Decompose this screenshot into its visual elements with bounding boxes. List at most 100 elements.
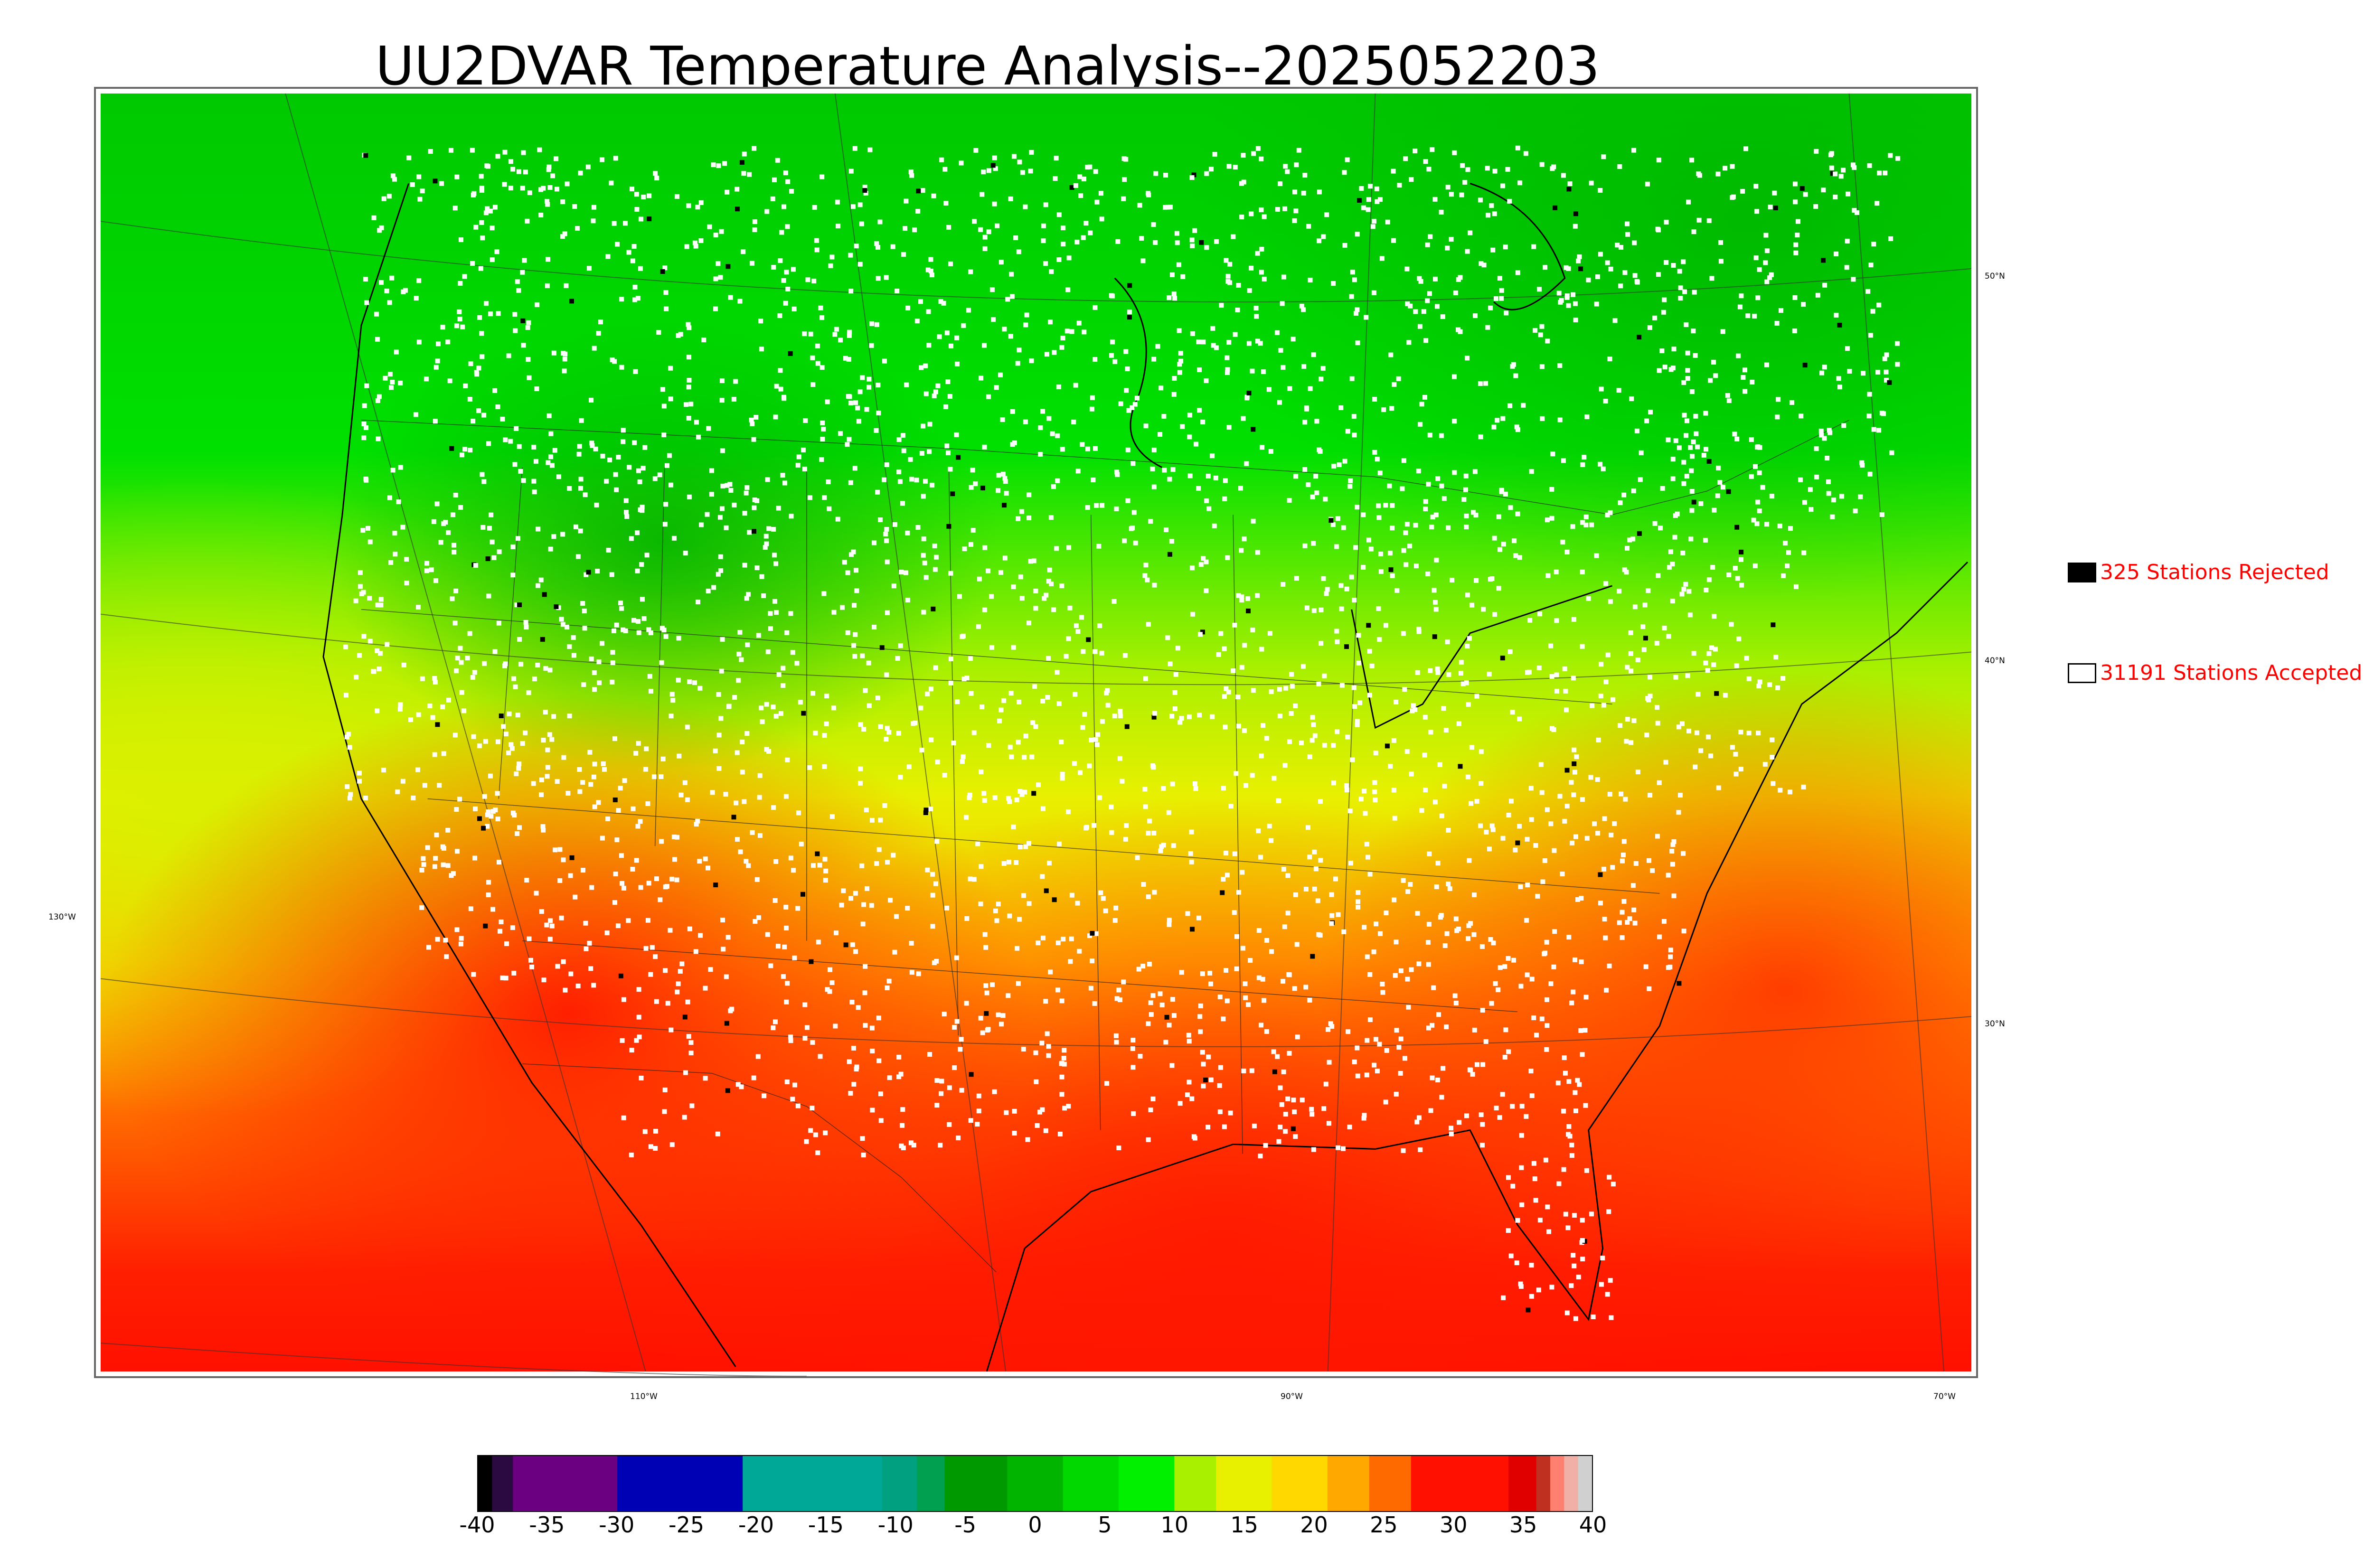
station-accepted (1479, 944, 1485, 949)
station-accepted (508, 186, 513, 191)
station-accepted (1423, 507, 1428, 511)
station-accepted (667, 453, 672, 458)
station-rejected (1578, 266, 1583, 272)
station-accepted (547, 732, 552, 737)
station-accepted (975, 1122, 980, 1127)
station-accepted (1302, 173, 1308, 178)
station-accepted (686, 203, 691, 208)
colorbar-segment (617, 1456, 743, 1511)
station-accepted (1555, 1080, 1561, 1086)
station-accepted (1016, 740, 1021, 745)
station-accepted (1629, 668, 1634, 674)
station-accepted (1720, 329, 1725, 334)
station-accepted (762, 1093, 767, 1099)
temperature-map[interactable]: 50°N 40°N 30°N 130°W 110°W 90°W 70°W (48, 87, 2005, 1401)
station-accepted (968, 656, 973, 661)
station-accepted (1217, 994, 1223, 999)
station-accepted (1017, 347, 1022, 353)
station-accepted (1459, 670, 1463, 676)
station-accepted (813, 731, 818, 736)
station-accepted (719, 668, 724, 674)
station-accepted (929, 737, 934, 742)
station-accepted (1246, 1002, 1251, 1007)
station-accepted (775, 944, 781, 949)
station-accepted (1488, 305, 1493, 310)
station-accepted (852, 603, 857, 608)
station-accepted (361, 634, 367, 639)
station-accepted (357, 653, 362, 658)
station-accepted (727, 482, 733, 487)
station-accepted (501, 724, 506, 729)
station-accepted (995, 488, 1000, 493)
station-accepted (1666, 965, 1671, 970)
station-accepted (645, 918, 650, 923)
station-accepted (1355, 1073, 1360, 1079)
station-rejected (618, 973, 623, 978)
station-accepted (744, 731, 750, 736)
station-accepted (1586, 277, 1591, 282)
station-accepted (459, 936, 464, 941)
station-accepted (1464, 680, 1469, 685)
station-accepted (932, 960, 937, 966)
station-accepted (1027, 492, 1032, 498)
station-accepted (585, 164, 591, 169)
station-accepted (1519, 1202, 1525, 1207)
station-accepted (644, 746, 649, 751)
station-accepted (557, 878, 563, 883)
station-accepted (1326, 1121, 1331, 1126)
station-accepted (1479, 781, 1484, 786)
station-accepted (621, 428, 626, 433)
station-accepted (1456, 721, 1461, 726)
station-accepted (1268, 631, 1272, 636)
station-accepted (626, 250, 631, 255)
station-accepted (1275, 1054, 1280, 1059)
station-accepted (1793, 199, 1798, 205)
station-accepted (1648, 410, 1653, 414)
station-accepted (610, 650, 615, 655)
station-accepted (1216, 652, 1221, 657)
station-accepted (583, 492, 588, 498)
station-accepted (1364, 842, 1369, 846)
station-accepted (1393, 699, 1398, 704)
station-accepted (577, 444, 582, 449)
station-accepted (991, 317, 996, 322)
station-accepted (846, 357, 851, 362)
legend-accepted-label: 31191 Stations Accepted (2100, 661, 2363, 685)
station-accepted (1535, 893, 1540, 899)
station-accepted (939, 1079, 944, 1084)
station-accepted (1696, 217, 1702, 223)
station-accepted (446, 697, 451, 703)
station-accepted (1415, 911, 1420, 916)
station-accepted (1712, 507, 1717, 513)
station-accepted (788, 611, 793, 616)
station-accepted (864, 807, 869, 813)
station-accepted (396, 499, 401, 505)
station-accepted (912, 227, 917, 233)
station-accepted (1136, 967, 1141, 972)
station-accepted (1283, 1112, 1288, 1117)
station-accepted (445, 339, 451, 345)
station-accepted (1639, 450, 1644, 455)
station-accepted (1627, 916, 1632, 921)
station-accepted (468, 906, 473, 911)
station-accepted (1036, 940, 1041, 946)
station-accepted (1198, 562, 1204, 567)
station-accepted (1000, 1013, 1006, 1018)
station-accepted (1544, 1047, 1549, 1052)
colorbar-tick: 25 (1370, 1512, 1398, 1538)
station-accepted (969, 691, 974, 696)
station-accepted (448, 148, 453, 153)
station-accepted (1705, 668, 1710, 673)
station-accepted (1121, 979, 1126, 985)
station-accepted (1564, 265, 1569, 270)
station-accepted (848, 169, 854, 174)
station-accepted (495, 154, 500, 159)
station-accepted (1044, 592, 1049, 598)
station-accepted (1656, 158, 1661, 163)
station-accepted (1883, 170, 1888, 176)
station-accepted (827, 506, 832, 511)
station-accepted (884, 526, 889, 532)
station-accepted (1264, 736, 1269, 741)
station-accepted (462, 274, 467, 279)
station-accepted (1066, 545, 1072, 550)
